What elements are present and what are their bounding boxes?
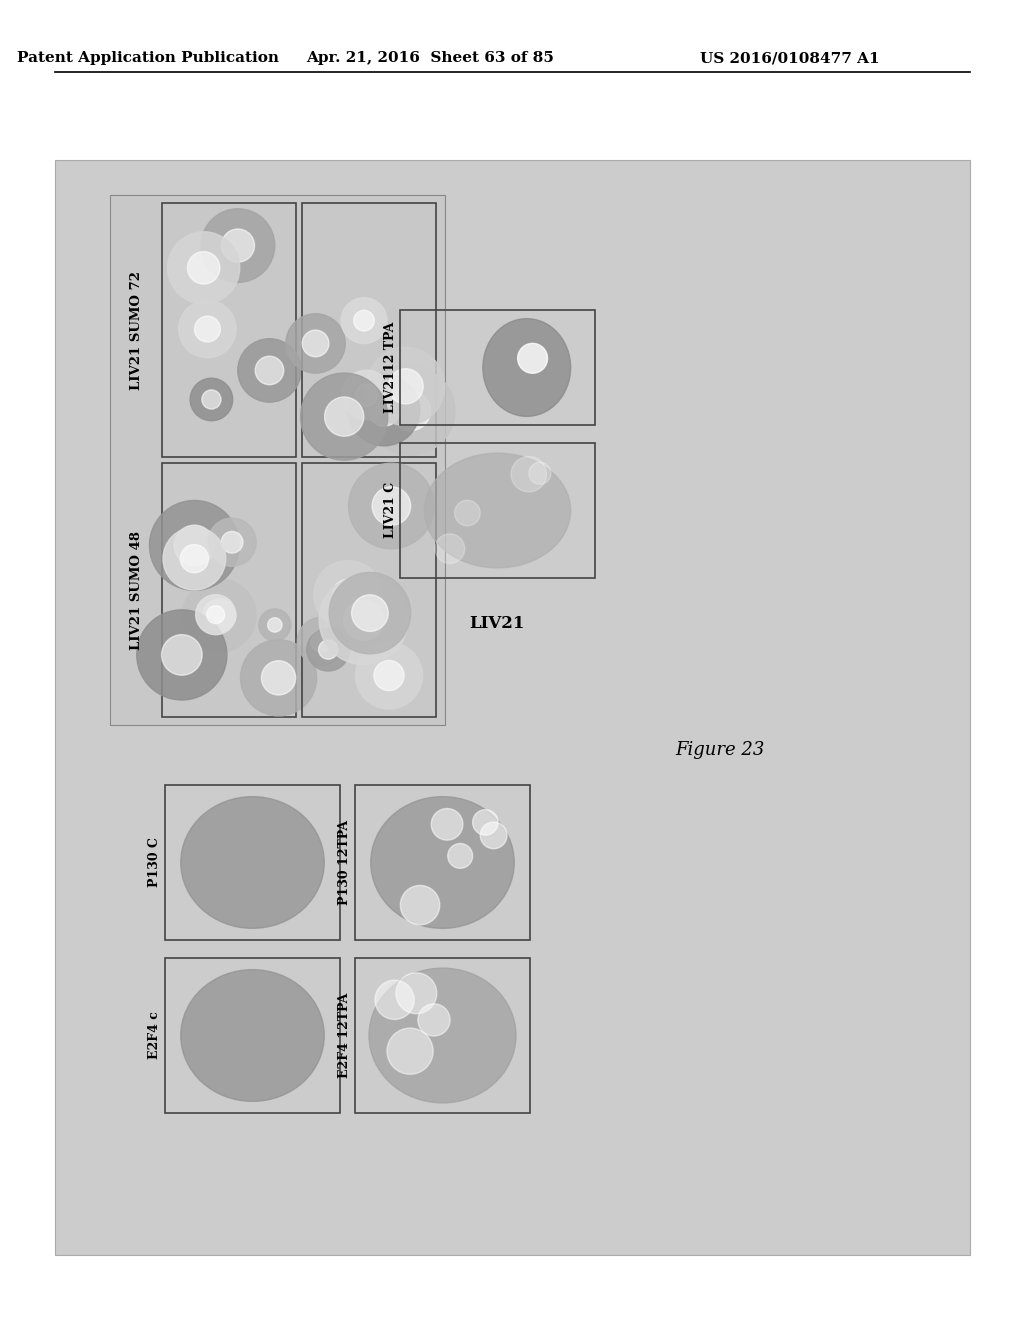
Circle shape xyxy=(367,347,444,425)
Circle shape xyxy=(301,374,388,461)
Circle shape xyxy=(431,808,463,840)
Circle shape xyxy=(208,519,256,566)
Circle shape xyxy=(307,628,349,671)
Circle shape xyxy=(163,527,225,590)
Circle shape xyxy=(261,661,296,694)
Circle shape xyxy=(302,330,329,356)
Bar xyxy=(110,195,445,725)
Text: E2F4 12TPA: E2F4 12TPA xyxy=(339,993,351,1077)
Text: LIV21 C: LIV21 C xyxy=(384,482,396,539)
Circle shape xyxy=(455,500,480,525)
Bar xyxy=(165,785,340,940)
Circle shape xyxy=(353,310,375,331)
Circle shape xyxy=(518,343,548,374)
Circle shape xyxy=(180,545,209,573)
Circle shape xyxy=(318,640,338,659)
Circle shape xyxy=(313,561,382,628)
Bar xyxy=(302,463,436,717)
Text: US 2016/0108477 A1: US 2016/0108477 A1 xyxy=(700,51,880,65)
Ellipse shape xyxy=(181,797,325,928)
Text: P130 12TPA: P130 12TPA xyxy=(339,820,351,904)
Circle shape xyxy=(137,610,227,700)
Bar xyxy=(302,203,436,457)
Circle shape xyxy=(390,391,430,430)
Circle shape xyxy=(319,576,408,664)
Circle shape xyxy=(195,315,220,342)
Circle shape xyxy=(528,462,551,484)
Circle shape xyxy=(480,822,507,849)
Circle shape xyxy=(368,393,400,426)
Circle shape xyxy=(367,367,455,455)
Ellipse shape xyxy=(424,453,570,568)
Bar xyxy=(162,463,296,717)
Circle shape xyxy=(374,660,404,690)
Circle shape xyxy=(341,298,387,343)
Circle shape xyxy=(255,356,284,384)
Circle shape xyxy=(241,640,316,715)
Circle shape xyxy=(348,463,434,549)
Circle shape xyxy=(178,300,237,358)
Circle shape xyxy=(286,314,345,374)
Circle shape xyxy=(355,642,423,709)
Circle shape xyxy=(388,368,423,404)
Text: Figure 23: Figure 23 xyxy=(675,741,765,759)
Circle shape xyxy=(267,618,282,632)
Circle shape xyxy=(174,525,215,566)
Bar xyxy=(400,310,595,425)
Circle shape xyxy=(162,635,202,676)
Circle shape xyxy=(203,599,236,632)
Circle shape xyxy=(221,228,255,263)
Circle shape xyxy=(396,973,437,1014)
Circle shape xyxy=(435,533,465,564)
Text: LIV21 SUMO 72: LIV21 SUMO 72 xyxy=(129,271,142,389)
Text: Patent Application Publication: Patent Application Publication xyxy=(17,51,279,65)
Circle shape xyxy=(329,573,411,653)
Circle shape xyxy=(297,618,345,665)
Circle shape xyxy=(351,595,388,631)
Text: LIV21: LIV21 xyxy=(469,615,524,631)
Ellipse shape xyxy=(369,968,516,1104)
Circle shape xyxy=(473,809,498,836)
Bar xyxy=(400,444,595,578)
Circle shape xyxy=(201,209,274,282)
Ellipse shape xyxy=(371,797,514,928)
Circle shape xyxy=(348,375,420,446)
Circle shape xyxy=(333,579,364,610)
Circle shape xyxy=(325,397,364,436)
Circle shape xyxy=(187,252,220,284)
Text: Apr. 21, 2016  Sheet 63 of 85: Apr. 21, 2016 Sheet 63 of 85 xyxy=(306,51,554,65)
Circle shape xyxy=(400,886,439,925)
Circle shape xyxy=(418,1003,451,1036)
Circle shape xyxy=(221,532,243,553)
Circle shape xyxy=(355,384,378,407)
Circle shape xyxy=(196,594,236,635)
Circle shape xyxy=(150,500,240,590)
Circle shape xyxy=(511,457,547,492)
Circle shape xyxy=(344,601,384,640)
Circle shape xyxy=(375,981,414,1019)
Circle shape xyxy=(310,631,332,652)
Circle shape xyxy=(259,609,291,642)
Circle shape xyxy=(238,339,301,403)
Text: LIV21 SUMO 48: LIV21 SUMO 48 xyxy=(129,531,142,649)
Ellipse shape xyxy=(483,318,570,416)
Text: LIV2112 TPA: LIV2112 TPA xyxy=(384,321,396,413)
Circle shape xyxy=(168,232,240,304)
Circle shape xyxy=(190,379,232,421)
Circle shape xyxy=(372,487,411,525)
Ellipse shape xyxy=(181,970,325,1101)
Bar xyxy=(165,958,340,1113)
Circle shape xyxy=(182,578,256,652)
Text: P130 C: P130 C xyxy=(148,837,162,887)
Bar xyxy=(55,160,970,1255)
Circle shape xyxy=(207,606,224,623)
Circle shape xyxy=(387,1028,433,1074)
Bar xyxy=(355,958,530,1113)
Bar xyxy=(355,785,530,940)
Circle shape xyxy=(342,370,391,420)
Circle shape xyxy=(447,843,473,869)
Bar xyxy=(162,203,296,457)
Circle shape xyxy=(202,389,221,409)
Text: E2F4 c: E2F4 c xyxy=(148,1011,162,1059)
